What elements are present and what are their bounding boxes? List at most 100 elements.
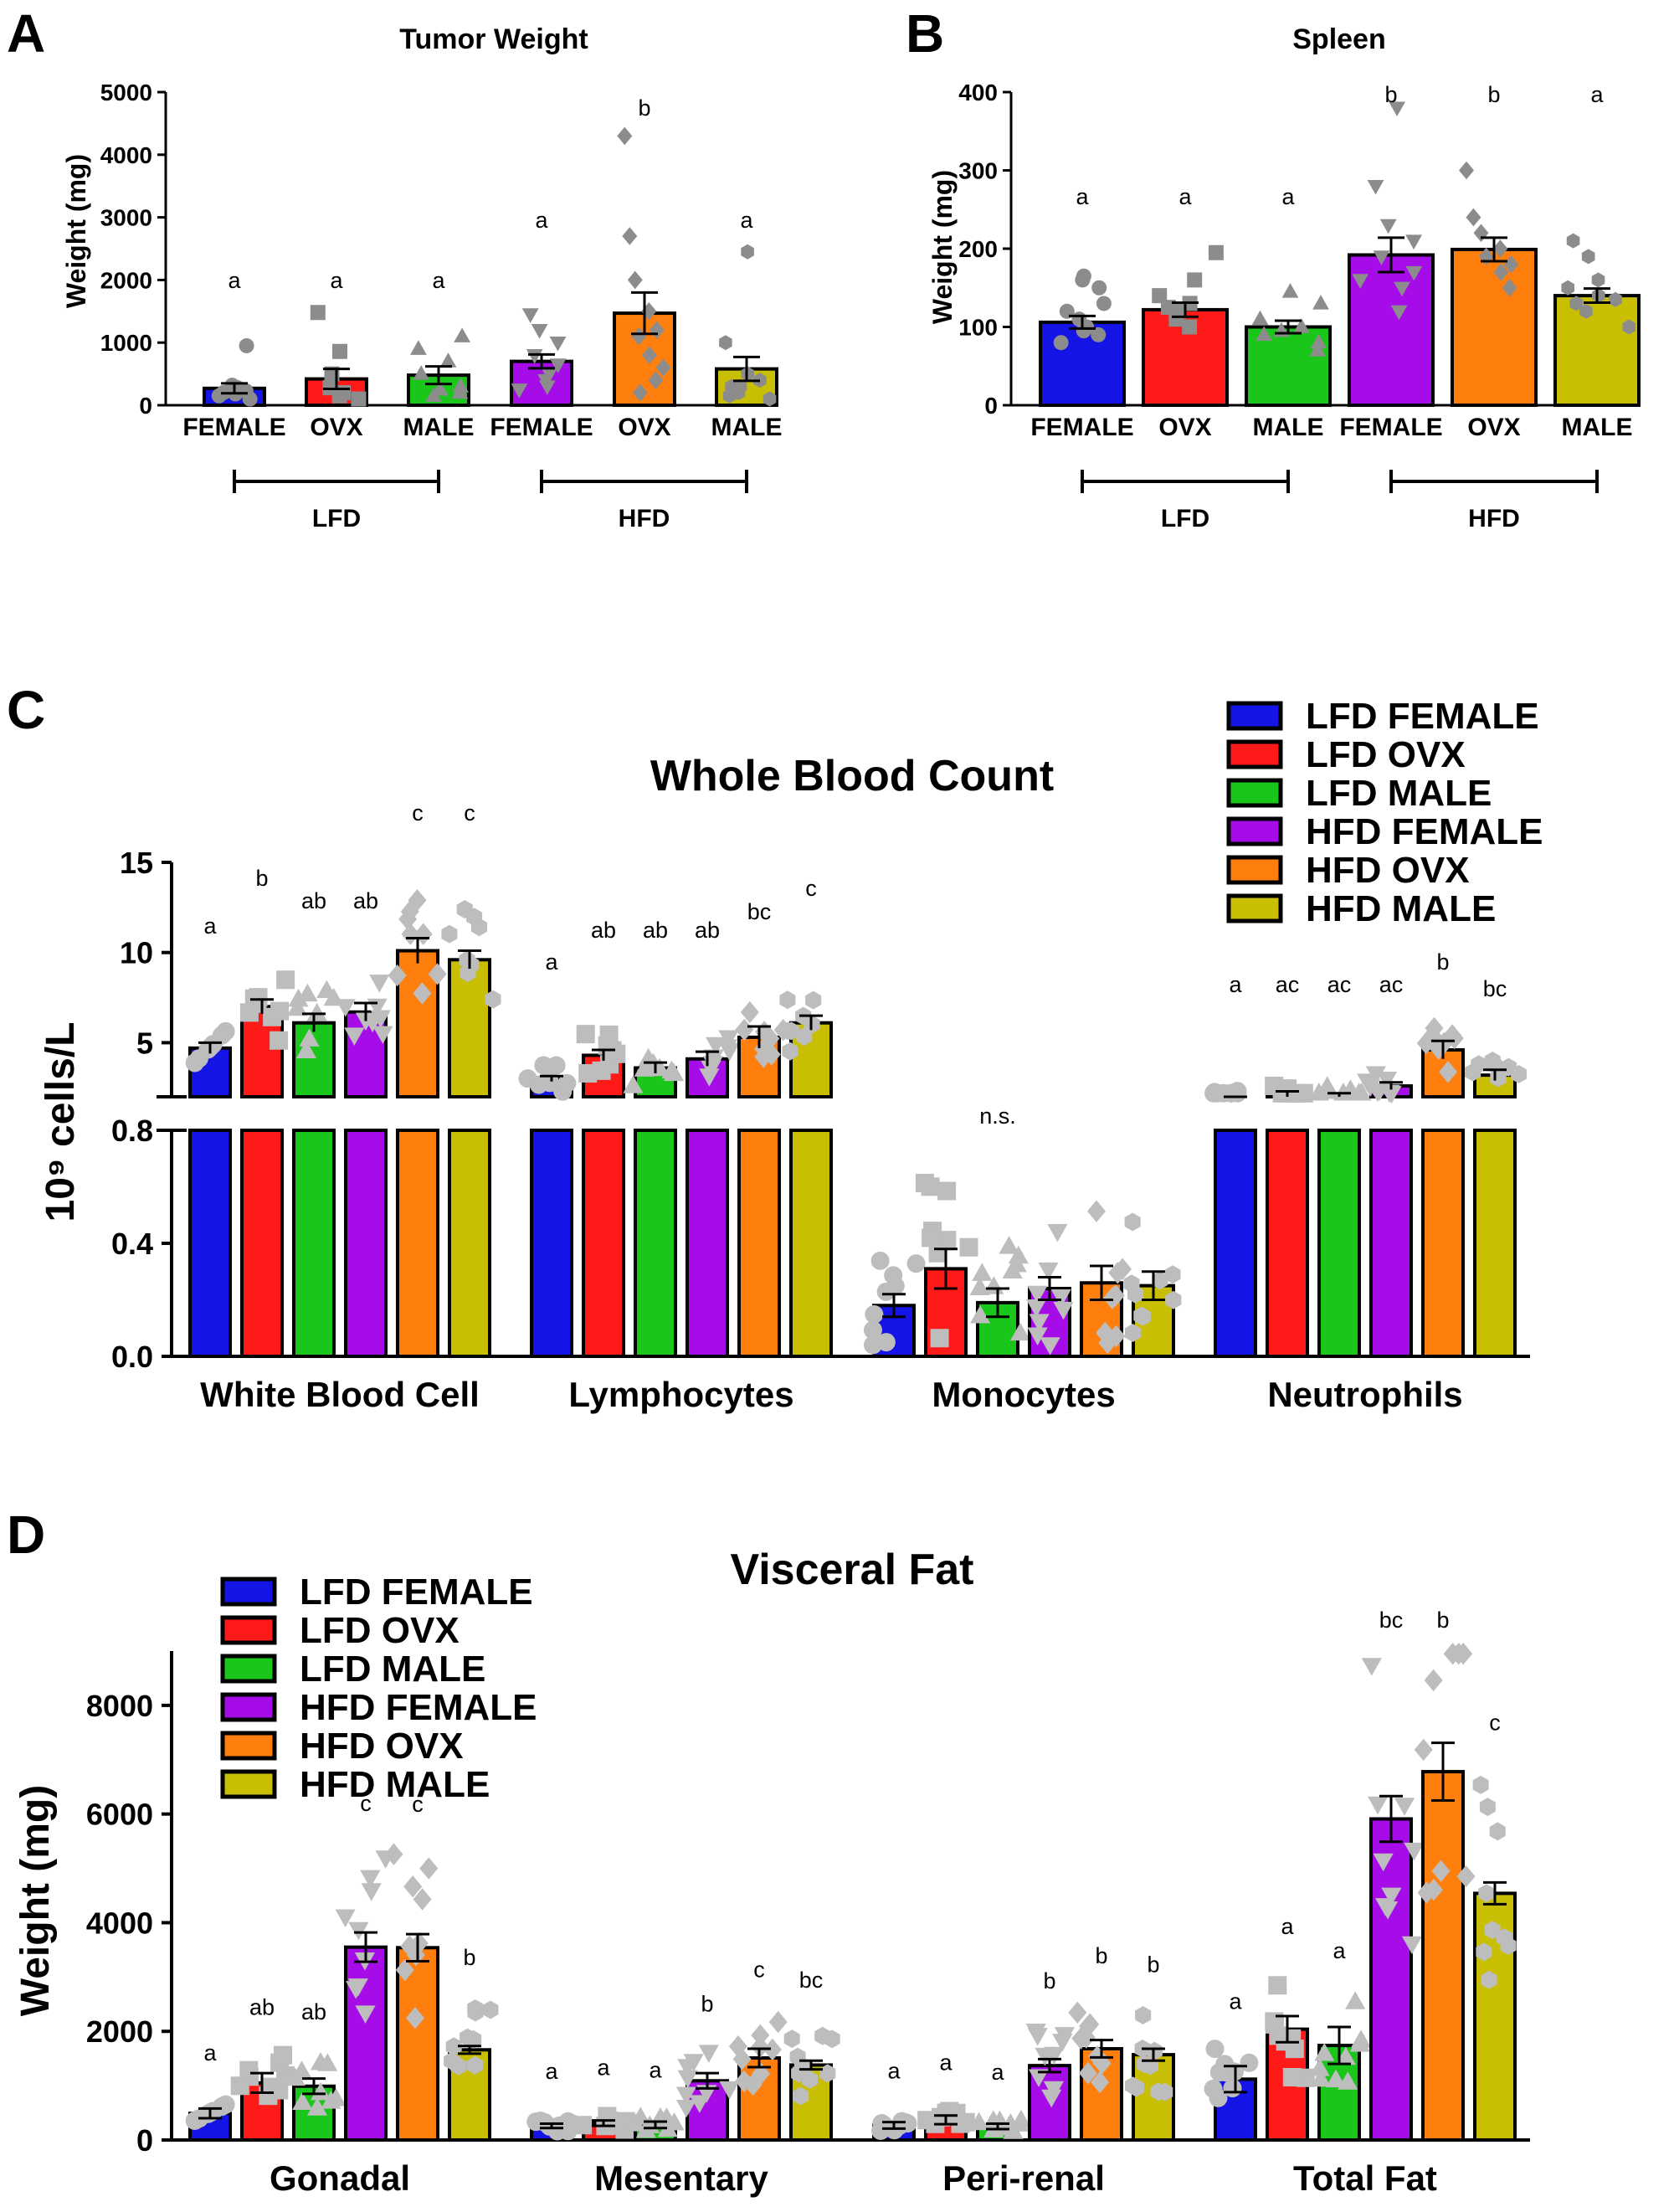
data-point xyxy=(699,1068,720,1087)
data-point xyxy=(460,964,476,983)
data-point xyxy=(573,2116,593,2135)
bar xyxy=(1553,294,1641,407)
data-point xyxy=(335,999,356,1017)
data-point xyxy=(242,391,258,407)
data-point xyxy=(999,1236,1019,1254)
data-point xyxy=(317,2053,338,2071)
legend-entry: LFD OVX xyxy=(300,1610,460,1651)
category-label: OVX xyxy=(310,414,362,441)
data-point xyxy=(441,924,458,944)
data-point xyxy=(1123,1274,1140,1294)
data-point xyxy=(384,1843,403,1865)
bar-lower xyxy=(396,1129,439,1358)
data-point xyxy=(213,1025,232,1044)
data-point xyxy=(1240,2053,1259,2072)
data-point xyxy=(521,308,539,323)
y-tick-label: 0.0 xyxy=(111,1340,153,1374)
significance-letter: a xyxy=(887,2058,901,2083)
data-point xyxy=(511,383,528,399)
data-point xyxy=(743,2073,763,2096)
category-label: MALE xyxy=(711,414,783,441)
bar-lower xyxy=(1421,1129,1465,1358)
data-point xyxy=(969,1277,990,1295)
legend-swatch xyxy=(1226,816,1283,846)
data-point xyxy=(751,2024,770,2047)
data-point xyxy=(189,1049,208,1068)
data-point xyxy=(529,1075,548,1094)
data-point xyxy=(1381,1887,1402,1906)
significance-letter: a xyxy=(597,2055,610,2080)
data-point xyxy=(1309,342,1327,357)
data-point xyxy=(1500,1937,1517,1955)
data-point xyxy=(270,1001,290,1021)
data-point xyxy=(1152,1271,1168,1290)
data-point xyxy=(1281,283,1299,298)
y-tick-label: 1000 xyxy=(100,330,152,356)
y-tick-label: 5000 xyxy=(100,80,152,105)
legend-swatch xyxy=(220,1654,277,1684)
data-point xyxy=(762,1043,781,1066)
data-point xyxy=(1091,280,1107,296)
data-point xyxy=(1091,2071,1110,2094)
data-point xyxy=(1592,288,1605,304)
data-point xyxy=(291,2060,312,2079)
significance-letter: a xyxy=(740,208,753,233)
data-point xyxy=(557,1073,577,1093)
data-point xyxy=(1310,2069,1332,2087)
data-point xyxy=(718,1030,739,1048)
category-label: Neutrophils xyxy=(1267,1375,1462,1414)
data-point xyxy=(598,1036,617,1055)
significance-letter: a xyxy=(432,268,445,293)
data-point xyxy=(1076,323,1091,339)
legend-swatch xyxy=(220,1615,277,1645)
data-point xyxy=(310,305,326,321)
data-point xyxy=(1008,1245,1029,1264)
data-point xyxy=(1150,2082,1167,2101)
data-point xyxy=(719,335,732,351)
data-point xyxy=(814,2026,831,2045)
y-tick-label: 6000 xyxy=(86,1798,153,1832)
significance-letter: c xyxy=(464,800,475,826)
data-point xyxy=(428,963,447,985)
data-point xyxy=(534,1056,553,1075)
data-point xyxy=(1035,2047,1055,2066)
data-point xyxy=(1050,1289,1071,1308)
data-point xyxy=(1569,296,1583,311)
data-point xyxy=(537,373,554,389)
data-point xyxy=(1561,280,1574,296)
data-point xyxy=(1133,1306,1150,1325)
data-point xyxy=(1373,250,1390,265)
bar-upper xyxy=(448,958,491,1099)
legend-entry: LFD MALE xyxy=(1306,773,1492,814)
significance-letter: c xyxy=(805,876,817,901)
data-point xyxy=(450,2056,467,2076)
data-point xyxy=(1456,1865,1476,1888)
visceral-fat-y-axis-label: Weight (mg) xyxy=(13,1785,58,2016)
panel-label-a: A xyxy=(7,3,45,64)
significance-letter: b xyxy=(463,1945,475,1970)
data-point xyxy=(1256,326,1273,342)
whole-blood-count-y-axis-label: 10⁹ cells/L xyxy=(39,1022,83,1222)
significance-letter: ab xyxy=(301,1999,326,2024)
data-point xyxy=(540,2117,559,2136)
legend-swatch xyxy=(220,1769,277,1799)
data-point xyxy=(1357,1073,1378,1092)
data-point xyxy=(1375,1898,1396,1916)
data-point xyxy=(779,990,796,1010)
data-point xyxy=(395,1958,414,1982)
data-point xyxy=(1124,1324,1141,1342)
significance-letter: b xyxy=(255,866,268,891)
data-point xyxy=(1135,2006,1152,2024)
data-point xyxy=(1310,333,1327,349)
significance-letter: a xyxy=(545,2059,558,2084)
category-label: OVX xyxy=(618,414,670,441)
data-point xyxy=(968,2112,989,2131)
significance-letter: a xyxy=(1333,1938,1346,1963)
data-point xyxy=(321,2091,341,2109)
data-point xyxy=(783,1021,799,1041)
data-point xyxy=(482,2000,499,2019)
group-label: HFD xyxy=(1468,505,1520,532)
significance-letter: a xyxy=(1281,184,1295,209)
data-point xyxy=(348,1921,369,1941)
